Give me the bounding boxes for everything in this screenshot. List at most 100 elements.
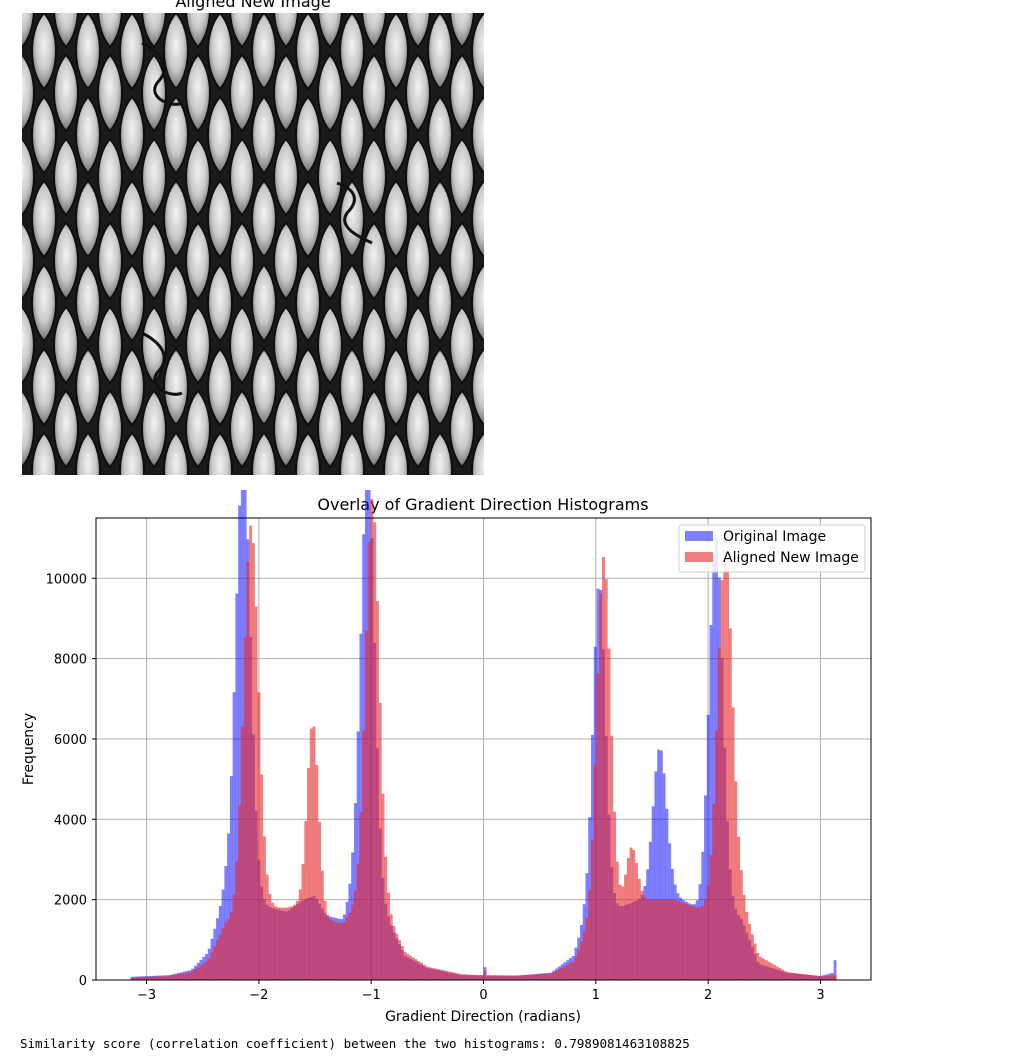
histogram-bar <box>817 976 820 980</box>
histogram-bar <box>626 857 630 980</box>
histogram-bar <box>541 974 545 980</box>
histogram-bar <box>648 899 652 980</box>
histogram-bar <box>287 907 291 980</box>
histogram-bar <box>323 901 327 980</box>
histogram-bar <box>356 731 360 980</box>
x-tick-label: −3 <box>137 988 156 1003</box>
histogram-bar <box>348 912 352 980</box>
image-title: Aligned New Image <box>175 0 331 11</box>
histogram-bar <box>629 847 633 980</box>
histogram-bar <box>136 977 140 980</box>
y-tick-label: 4000 <box>54 813 87 828</box>
histogram-bar <box>712 554 716 980</box>
histogram-bar <box>709 624 713 980</box>
histogram-bar <box>177 974 181 980</box>
histogram-chart: Overlay of Gradient Direction Histograms… <box>21 490 872 1025</box>
histogram-bar <box>398 940 401 980</box>
histogram-bar <box>756 952 760 980</box>
histogram-bar <box>761 958 765 980</box>
histogram-bar <box>273 906 277 980</box>
histogram-bar <box>753 943 757 980</box>
histogram-bar <box>778 968 782 980</box>
histogram-bar <box>643 897 647 980</box>
x-tick-label: 3 <box>816 988 824 1003</box>
histogram-bar <box>138 977 142 980</box>
histogram-bar <box>742 894 746 980</box>
histogram-bar <box>662 899 666 980</box>
histogram-bar <box>552 972 556 980</box>
histogram-bar <box>571 962 575 980</box>
histogram-bar <box>447 971 451 980</box>
histogram-bar <box>199 965 203 980</box>
histogram-bar <box>205 961 208 980</box>
histogram-bar <box>681 902 685 980</box>
histogram-bar <box>770 963 774 980</box>
histogram-bar <box>414 959 418 980</box>
histogram-bar <box>505 975 509 980</box>
histogram-bar <box>706 714 710 980</box>
y-tick-label: 6000 <box>54 733 87 748</box>
histogram-bar <box>701 905 705 980</box>
grid <box>96 518 871 980</box>
histogram-bar <box>715 730 718 980</box>
histogram-bar <box>403 951 407 980</box>
histogram-bar <box>417 961 421 980</box>
histogram-bar <box>508 975 512 980</box>
histogram-bar <box>362 730 366 980</box>
histogram-bar <box>803 974 807 980</box>
histogram-bar <box>712 803 716 980</box>
histogram-bar <box>665 899 669 980</box>
histogram-bar <box>411 957 415 980</box>
histogram-bar <box>497 975 501 980</box>
histogram-bar <box>577 949 581 980</box>
histogram-bar <box>731 707 735 980</box>
histogram-bar <box>163 976 167 980</box>
y-tick-label: 8000 <box>54 653 87 668</box>
histogram-bar <box>439 969 443 980</box>
histogram-bar <box>596 673 600 980</box>
histogram-bar <box>180 973 184 980</box>
histogram-bar <box>130 977 134 980</box>
histogram-bar <box>789 972 793 980</box>
histogram-bar <box>494 975 498 980</box>
histogram-bar <box>235 593 239 980</box>
histogram-bar <box>544 973 548 980</box>
x-tick-label: 0 <box>479 988 487 1003</box>
histogram-bar <box>433 968 437 980</box>
histogram-bar <box>254 606 258 980</box>
histogram-bar <box>326 914 330 980</box>
histogram-bar <box>169 975 173 980</box>
histogram-bar <box>183 973 186 980</box>
legend: Original Image Aligned New Image <box>678 524 866 573</box>
histogram-bar <box>637 878 641 980</box>
histogram-bar <box>618 884 622 980</box>
legend-label-aligned: Aligned New Image <box>723 550 859 566</box>
histogram-bar <box>315 765 319 980</box>
histogram-bar <box>483 970 487 980</box>
histogram-bar <box>833 975 837 980</box>
histogram-bar <box>783 971 787 980</box>
legend-swatch-aligned <box>685 552 713 562</box>
histogram-bar <box>174 974 178 980</box>
histogram-bar <box>679 901 683 980</box>
histogram-bar <box>797 973 801 980</box>
histogram-bar <box>458 973 462 980</box>
histogram-bar <box>235 861 239 980</box>
histogram-bar <box>464 974 468 980</box>
histogram-bar <box>232 692 236 980</box>
histogram-bar <box>340 923 344 980</box>
histogram-bar <box>734 781 738 980</box>
mesh-image-svg <box>22 13 484 475</box>
histogram-bar <box>695 907 699 980</box>
histogram-bar <box>381 793 385 980</box>
histogram-bar <box>268 893 272 980</box>
histogram-bar <box>395 933 399 980</box>
histogram-bar <box>185 972 189 980</box>
histogram-bar <box>833 960 837 980</box>
histogram-bar <box>227 833 231 980</box>
histogram-bar <box>737 836 741 980</box>
histogram-bar <box>585 917 589 980</box>
histogram-bar <box>318 821 322 980</box>
histogram-bar <box>444 970 448 980</box>
histogram-bar <box>149 976 153 980</box>
